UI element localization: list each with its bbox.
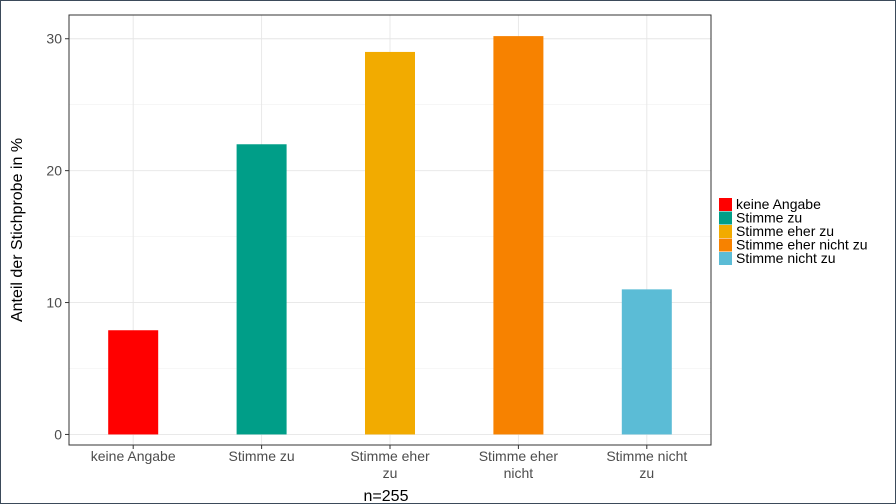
y-tick-label: 30 — [46, 31, 62, 47]
bar — [236, 144, 287, 435]
bar — [621, 289, 672, 435]
y-axis-title: Anteil der Stichprobe in % — [9, 138, 26, 322]
legend-key — [719, 211, 732, 225]
x-tick-label: keine Angabe — [91, 448, 176, 464]
legend-key — [719, 252, 732, 265]
x-tick-label: Stimme eher zu — [350, 448, 430, 481]
legend-key — [719, 238, 732, 252]
y-tick-label: 0 — [54, 426, 62, 442]
y-tick-label: 10 — [46, 295, 62, 311]
legend-label: Stimme eher nicht zu — [736, 237, 868, 253]
y-tick-label: 20 — [46, 163, 62, 179]
x-axis-title: n=255 — [364, 488, 409, 504]
x-tick-label: Stimme eher nicht — [479, 448, 559, 481]
legend-key — [719, 225, 732, 238]
bar — [493, 36, 544, 435]
bar — [108, 330, 159, 435]
legend-label: Stimme eher zu — [736, 223, 834, 239]
legend-label: Stimme zu — [736, 210, 802, 226]
bar-layer — [108, 36, 672, 435]
legend-label: Stimme nicht zu — [736, 250, 836, 266]
x-tick-label: Stimme nicht zu — [606, 448, 687, 481]
bar — [365, 51, 415, 435]
legend-label: keine Angabe — [736, 196, 821, 212]
axis-layer: 0 10 20 30 keine Angabe Stimme zu Stimme eher z… — [46, 31, 687, 481]
x-tick-label: Stimme zu — [229, 448, 295, 464]
legend-key — [719, 198, 732, 211]
